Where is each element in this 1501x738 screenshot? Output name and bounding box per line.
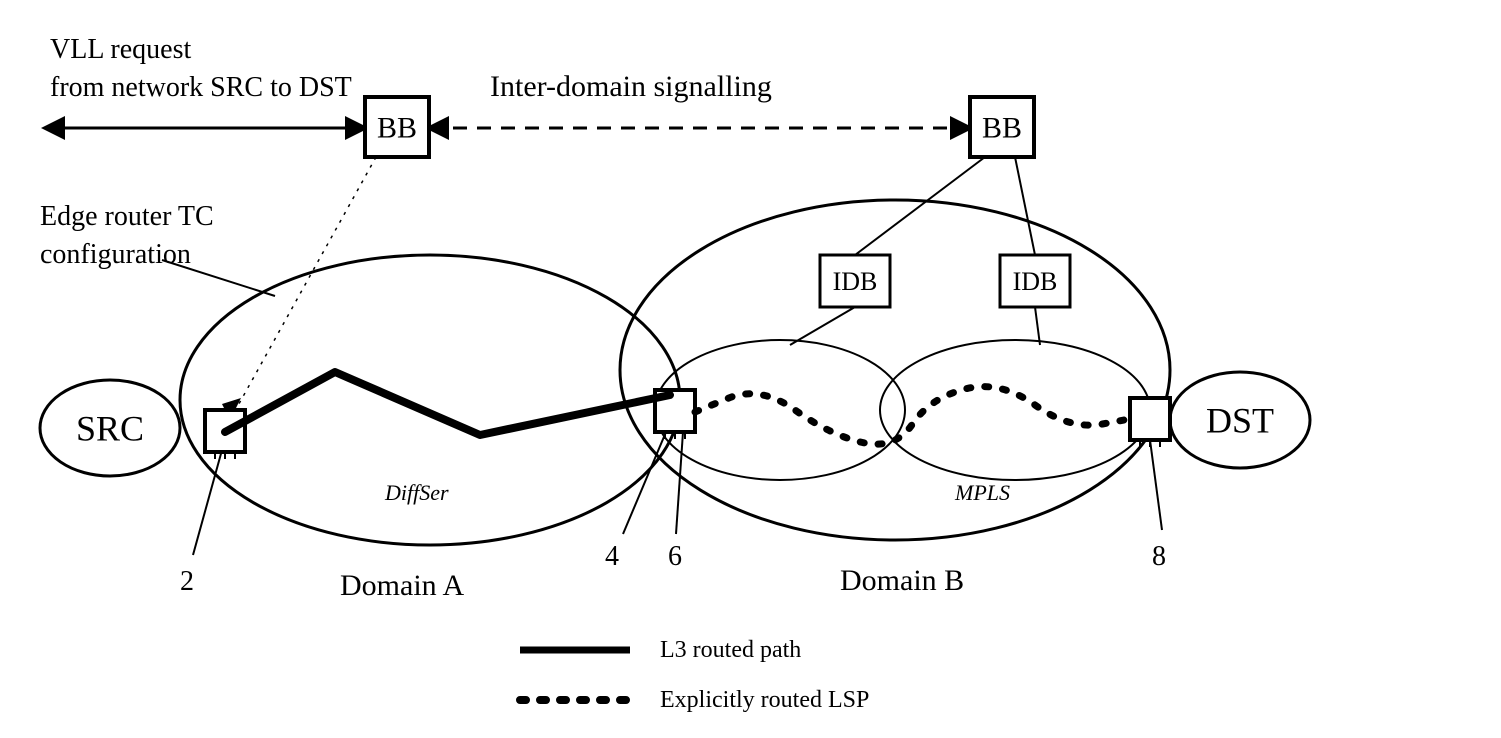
explicitly-routed-lsp bbox=[695, 387, 1135, 445]
line-bbb_to_idb2 bbox=[1015, 157, 1035, 255]
domain-b-label: Domain B bbox=[840, 564, 964, 597]
src-label: SRC bbox=[76, 409, 144, 449]
inter-domain-label: Inter-domain signalling bbox=[490, 70, 772, 103]
idb-label-2: IDB bbox=[1013, 267, 1058, 296]
bb-label-b: BB bbox=[982, 112, 1022, 145]
line-n4_leader bbox=[623, 432, 666, 534]
callout-4: 4 bbox=[605, 541, 619, 572]
dst-label: DST bbox=[1206, 401, 1274, 441]
callout-6: 6 bbox=[668, 541, 682, 572]
line-idb2_to_sub2 bbox=[1035, 307, 1040, 345]
diffser-label: DiffSer bbox=[384, 480, 449, 505]
legend-l3-label: L3 routed path bbox=[660, 637, 801, 663]
callout-8: 8 bbox=[1152, 541, 1166, 572]
edge-cfg-line2: configuration bbox=[40, 239, 191, 270]
router-8 bbox=[1130, 398, 1170, 440]
callout-2: 2 bbox=[180, 566, 194, 597]
vll-line1: VLL request bbox=[50, 34, 191, 65]
bb-label-a: BB bbox=[377, 112, 417, 145]
mpls-label: MPLS bbox=[954, 480, 1010, 505]
domain-a-label: Domain A bbox=[340, 569, 464, 602]
idb-label-1: IDB bbox=[833, 267, 878, 296]
ellipse-domain_b bbox=[620, 200, 1170, 540]
legend-lsp-label: Explicitly routed LSP bbox=[660, 687, 869, 713]
line-idb1_to_sub1 bbox=[790, 307, 855, 345]
vll-line2: from network SRC to DST bbox=[50, 72, 352, 103]
line-n8_leader bbox=[1150, 440, 1162, 530]
l3-routed-path bbox=[225, 372, 670, 435]
line-n6_leader bbox=[676, 432, 683, 534]
edge-cfg-line1: Edge router TC bbox=[40, 201, 214, 232]
